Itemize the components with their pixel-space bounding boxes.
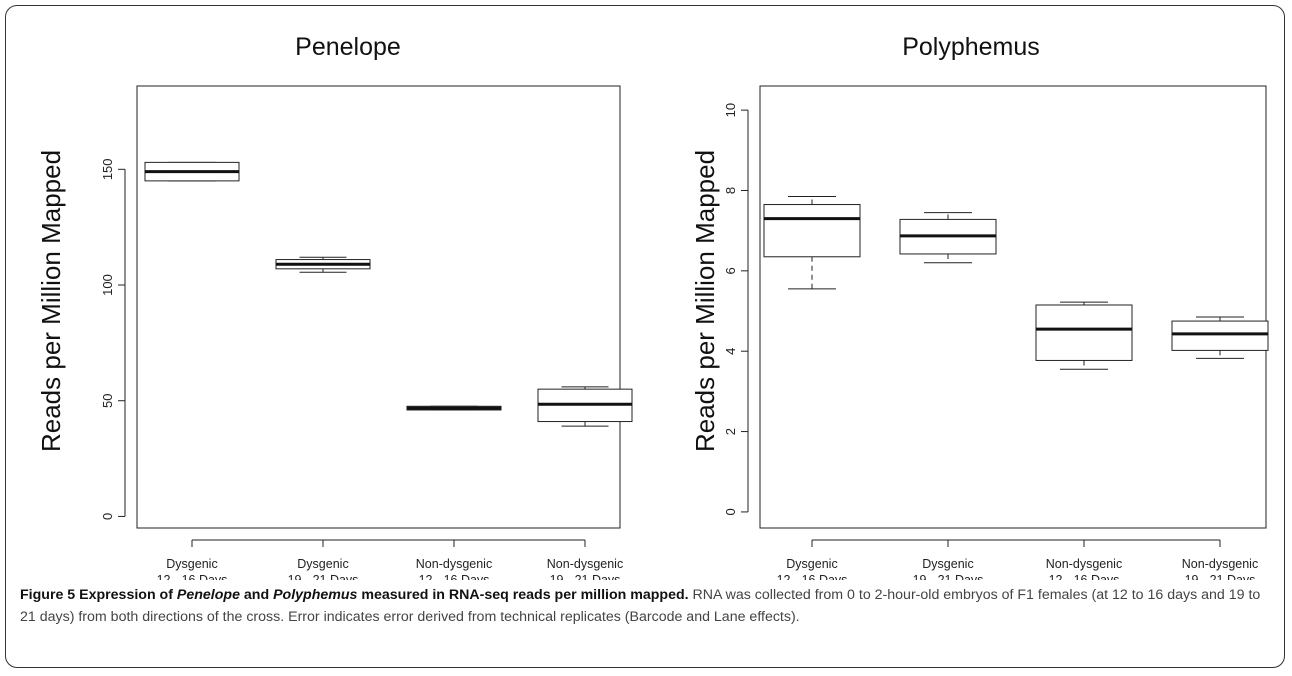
x-tick-label: Dysgenic xyxy=(786,557,837,571)
x-tick-label: Non-dysgenic xyxy=(1046,557,1122,571)
x-tick-label: Non-dysgenic xyxy=(547,557,623,571)
x-tick-label: 19 - 21 Days xyxy=(913,573,984,580)
box-body xyxy=(1171,320,1269,351)
x-tick-label: Non-dysgenic xyxy=(1182,557,1258,571)
plot-area xyxy=(136,85,621,529)
chart-title: Polyphemus xyxy=(902,33,1040,61)
penelope-chart: Penelope Reads per Million Mapped 0 50 100… xyxy=(36,33,633,580)
y-tick-label: 4 xyxy=(723,348,738,355)
y-tick-label: 0 xyxy=(723,508,738,515)
x-tick-label: 12 - 16 Days xyxy=(1049,573,1120,580)
y-tick-label: 150 xyxy=(100,158,115,180)
y-tick-label: 8 xyxy=(723,187,738,194)
figure-caption: Figure 5 Expression of Penelope and Poly… xyxy=(20,584,1275,628)
box-4 xyxy=(537,386,633,427)
y-axis: 0 50 100 150 xyxy=(100,158,126,520)
x-tick-label: 12 - 16 Days xyxy=(777,573,848,580)
x-axis: Dysgenic 12 - 16 Days Dysgenic 19 - 21 Days… xyxy=(157,539,623,580)
y-tick-label: 6 xyxy=(723,267,738,274)
y-tick-label: 10 xyxy=(723,103,738,117)
caption-lead-part: measured in RNA-seq reads per million ma… xyxy=(357,587,689,603)
x-tick-label: 19 - 21 Days xyxy=(288,573,359,580)
plot-area xyxy=(759,85,1267,529)
caption-lead-part: Polyphemus xyxy=(273,587,358,603)
x-tick-label: Dysgenic xyxy=(922,557,973,571)
box-2 xyxy=(899,212,997,264)
box-1 xyxy=(144,161,240,182)
box-body xyxy=(763,204,861,258)
box-body xyxy=(1035,304,1133,361)
box-4 xyxy=(1171,316,1269,359)
caption-lead-part: Figure 5 Expression of xyxy=(20,587,177,603)
chart-title: Penelope xyxy=(295,33,401,61)
box-1 xyxy=(763,196,861,290)
y-tick-label: 2 xyxy=(723,428,738,435)
y-tick-label: 50 xyxy=(100,393,115,407)
box-2 xyxy=(275,256,371,273)
polyphemus-chart: Polyphemus Reads per Million Mapped 0 2 4 6… xyxy=(690,33,1269,580)
x-axis: Dysgenic 12 - 16 Days Dysgenic 19 - 21 Days… xyxy=(777,539,1258,580)
x-tick-label: 12 - 16 Days xyxy=(157,573,228,580)
box-series xyxy=(763,196,1269,370)
caption-lead-part: Penelope xyxy=(176,587,240,603)
caption-body: RNA was collected from 0 to 2-hour-old e… xyxy=(20,587,1261,625)
y-tick-label: 100 xyxy=(100,274,115,296)
box-series xyxy=(144,161,633,427)
y-tick-label: 0 xyxy=(100,513,115,520)
caption-lead-part: and xyxy=(239,587,274,603)
y-axis: 0 2 4 6 8 10 xyxy=(723,103,749,516)
box-3 xyxy=(406,405,502,411)
x-tick-label: Dysgenic xyxy=(297,557,348,571)
x-tick-label: Non-dysgenic xyxy=(416,557,492,571)
x-tick-label: Dysgenic xyxy=(166,557,217,571)
x-tick-label: 19 - 21 Days xyxy=(1185,573,1256,580)
caption-lead: Figure 5 Expression of Penelope and Poly… xyxy=(20,587,689,603)
x-tick-label: 19 - 21 Days xyxy=(550,573,621,580)
y-axis-label: Reads per Million Mapped xyxy=(690,150,720,452)
box-3 xyxy=(1035,301,1133,370)
y-axis-label: Reads per Million Mapped xyxy=(36,150,66,452)
x-tick-label: 12 - 16 Days xyxy=(419,573,490,580)
